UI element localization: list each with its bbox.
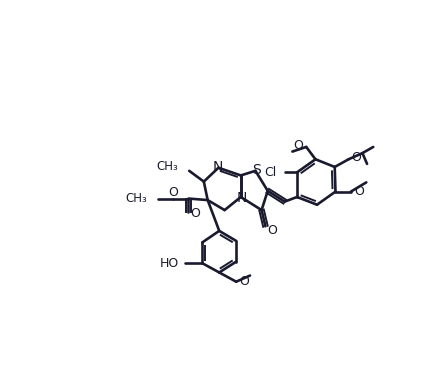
Text: O: O <box>293 139 303 152</box>
Text: O: O <box>267 223 277 237</box>
Text: Cl: Cl <box>265 166 277 179</box>
Text: CH₃: CH₃ <box>125 192 147 205</box>
Text: N: N <box>213 160 223 174</box>
Text: O: O <box>168 186 178 199</box>
Text: CH₃: CH₃ <box>157 161 179 174</box>
Text: N: N <box>236 191 247 205</box>
Text: O: O <box>352 151 362 164</box>
Text: HO: HO <box>160 257 179 270</box>
Text: O: O <box>190 207 200 220</box>
Text: O: O <box>354 185 364 198</box>
Text: O: O <box>239 275 249 288</box>
Text: S: S <box>252 163 261 177</box>
